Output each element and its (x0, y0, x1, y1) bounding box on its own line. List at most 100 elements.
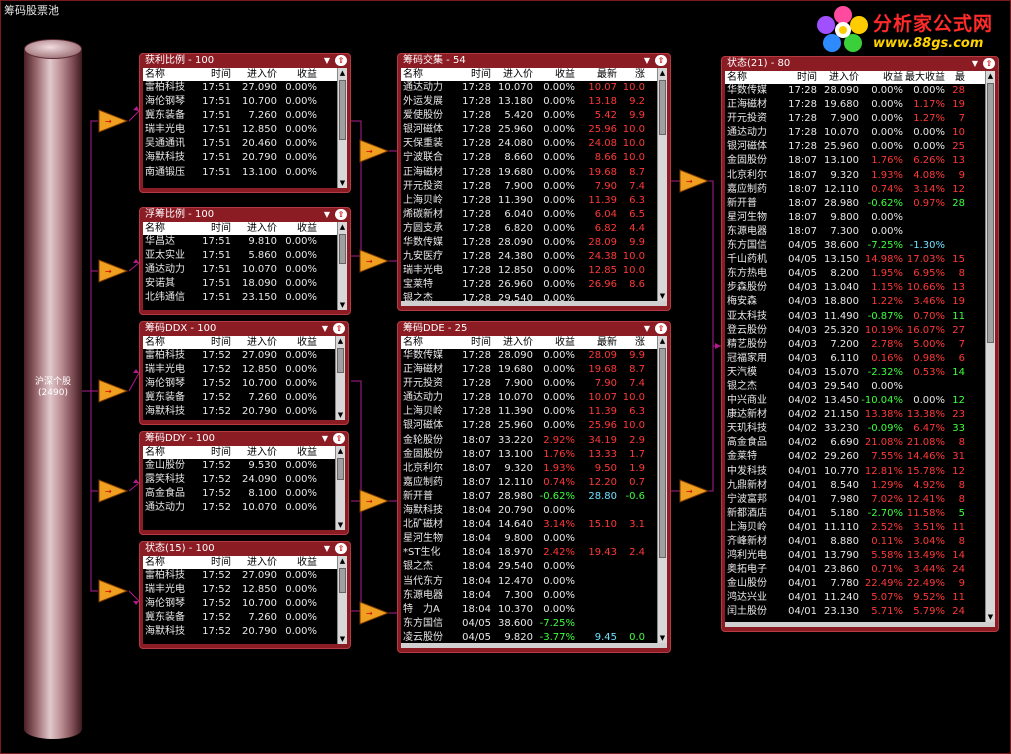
column-header[interactable]: 时间 (211, 557, 231, 568)
column-header[interactable]: 进入价 (247, 69, 277, 80)
table-row[interactable]: 当代东方 18:04 12.470 0.00% (401, 575, 657, 589)
table-row[interactable]: 东方国信 04/05 38.600 -7.25% (401, 617, 657, 631)
vertical-scrollbar[interactable]: ▲ ▼ (337, 556, 347, 644)
table-row[interactable]: 银河磁体 17:28 25.960 0.00% 0.00% 25 (725, 140, 985, 154)
column-header[interactable]: 时间 (797, 72, 817, 83)
vertical-scrollbar[interactable]: ▲ ▼ (657, 336, 667, 643)
table-row[interactable]: 天玑科技 04/02 33.230 -0.09% 6.47% 33 (725, 422, 985, 436)
scroll-down-icon[interactable]: ▼ (339, 635, 346, 643)
table-row[interactable]: 开元投资 17:28 7.900 0.00% 1.27% 7 (725, 112, 985, 126)
panel-chip-dde[interactable]: 筹码DDE - 25 ▼ ⇧ 名称 时间 进入价 收益 最新 涨华数传媒 17:28 28.090 0… (397, 321, 671, 653)
column-header[interactable]: 名称 (145, 69, 165, 80)
table-row[interactable]: 东方国信 04/05 38.600 -7.25% -1.30% (725, 239, 985, 253)
table-row[interactable]: 海默科技 17:52 20.790 0.00% (143, 625, 337, 639)
table-row[interactable]: 宁波联合 17:28 8.660 0.00% 8.66 10.0 (401, 151, 657, 165)
table-row[interactable]: 新都酒店 04/01 5.180 -2.70% 11.58% 5 (725, 507, 985, 521)
table-row[interactable]: 银之杰 17:28 29.540 0.00% (401, 292, 657, 306)
vertical-scrollbar[interactable]: ▲ ▼ (335, 446, 345, 530)
table-row[interactable]: 上海贝岭 17:28 11.390 0.00% 11.39 6.3 (401, 194, 657, 208)
panel-menu-icon[interactable]: ▼ (323, 210, 331, 219)
column-header[interactable]: 最大收益 (905, 72, 945, 83)
vertical-scrollbar[interactable]: ▲ ▼ (985, 71, 995, 622)
table-row[interactable]: 亚太实业 17:51 5.860 0.00% (143, 249, 337, 263)
table-row[interactable]: 金固股份 18:07 13.100 1.76% 13.33 1.7 (401, 448, 657, 462)
table-row[interactable]: 通达动力 17:51 10.070 0.00% (143, 263, 337, 277)
table-row[interactable]: 北纬通信 17:51 23.150 0.00% (143, 291, 337, 305)
table-row[interactable]: 露笑科技 17:52 24.090 0.00% (143, 473, 335, 487)
table-row[interactable]: 冀东装备 17:52 7.260 0.00% (143, 391, 335, 405)
panel-up-icon[interactable]: ⇧ (655, 323, 667, 334)
vertical-scrollbar[interactable]: ▲ ▼ (335, 336, 345, 420)
filter-arrow-icon[interactable]: → (98, 379, 128, 403)
table-row[interactable]: 九鼎新材 04/01 8.540 1.29% 4.92% 8 (725, 479, 985, 493)
table-row[interactable]: 通达动力 17:52 10.070 0.00% (143, 501, 335, 515)
table-row[interactable]: 宁波富邦 04/01 7.980 7.02% 12.41% 8 (725, 493, 985, 507)
table-row[interactable]: 凌云股份 04/05 9.820 -3.77% 9.45 0.0 (401, 631, 657, 645)
panel-chip-intersection[interactable]: 筹码交集 - 54 ▼ ⇧ 名称 时间 进入价 收益 最新 涨通达动力 17:28 10.070 0.… (397, 53, 671, 311)
vertical-scrollbar[interactable]: ▲ ▼ (657, 68, 667, 301)
table-row[interactable]: 东源电器 18:04 7.300 0.00% (401, 589, 657, 603)
table-row[interactable]: 开元投资 17:28 7.900 0.00% 7.90 7.4 (401, 377, 657, 391)
filter-arrow-icon[interactable]: → (359, 601, 389, 625)
table-row[interactable]: 北矿磁材 18:04 14.640 3.14% 15.10 3.1 (401, 518, 657, 532)
scroll-up-icon[interactable]: ▲ (339, 557, 346, 565)
column-header[interactable]: 收益 (555, 69, 575, 80)
table-row[interactable]: 天保重装 17:28 24.080 0.00% 24.08 10.0 (401, 137, 657, 151)
scroll-thumb[interactable] (339, 80, 346, 140)
table-row[interactable]: 九安医疗 17:28 24.380 0.00% 24.38 10.0 (401, 250, 657, 264)
table-row[interactable]: 鸿达兴业 04/01 11.240 5.07% 9.52% 11 (725, 591, 985, 605)
table-row[interactable]: 正海磁材 17:28 19.680 0.00% 19.68 8.7 (401, 166, 657, 180)
scroll-down-icon[interactable]: ▼ (337, 411, 344, 419)
horizontal-scrollbar[interactable] (725, 622, 995, 627)
table-row[interactable]: 上海贝岭 17:28 11.390 0.00% 11.39 6.3 (401, 405, 657, 419)
panel-menu-icon[interactable]: ▼ (321, 324, 329, 333)
panel-menu-icon[interactable]: ▼ (643, 324, 651, 333)
table-row[interactable]: 爱使股份 17:28 5.420 0.00% 5.42 9.9 (401, 109, 657, 123)
table-row[interactable]: 齐峰新材 04/01 8.880 0.11% 3.04% 8 (725, 535, 985, 549)
column-header[interactable]: 名称 (727, 72, 747, 83)
panel-profit-ratio[interactable]: 获利比例 - 100 ▼ ⇧ 名称 时间 进入价 收益 雷柏科技 17:51 27.090 0.00… (139, 53, 351, 193)
table-row[interactable]: *ST生化 18:04 18.970 2.42% 19.43 2.4 (401, 546, 657, 560)
scroll-down-icon[interactable]: ▼ (987, 613, 994, 621)
panel-float-ratio[interactable]: 浮筹比例 - 100 ▼ ⇧ 名称 时间 进入价 收益 华昌达 17:51 9.810 0.00% 亚… (139, 207, 351, 315)
column-header[interactable]: 时间 (211, 223, 231, 234)
table-row[interactable]: 南通锻压 17:51 13.100 0.00% (143, 166, 337, 180)
column-header[interactable]: 涨 (635, 337, 645, 348)
table-row[interactable]: 华数传媒 17:28 28.090 0.00% 0.00% 28 (725, 84, 985, 98)
filter-arrow-icon[interactable]: → (98, 109, 128, 133)
column-header[interactable]: 进入价 (247, 557, 277, 568)
table-row[interactable]: 新开普 18:07 28.980 -0.62% 0.97% 28 (725, 197, 985, 211)
table-row[interactable]: 冀东装备 17:51 7.260 0.00% (143, 109, 337, 123)
column-header[interactable]: 时间 (211, 447, 231, 458)
table-row[interactable]: 天汽模 04/03 15.070 -2.32% 0.53% 14 (725, 366, 985, 380)
column-header[interactable]: 时间 (471, 337, 491, 348)
table-row[interactable]: 通达动力 17:28 10.070 0.00% 10.07 10.0 (401, 391, 657, 405)
table-row[interactable]: 星河生物 18:07 9.800 0.00% (725, 211, 985, 225)
table-row[interactable]: 奥拓电子 04/01 23.860 0.71% 3.44% 24 (725, 563, 985, 577)
filter-arrow-icon[interactable]: → (98, 479, 128, 503)
table-row[interactable]: 瑞丰光电 17:28 12.850 0.00% 12.85 10.0 (401, 264, 657, 278)
scroll-thumb[interactable] (337, 348, 344, 373)
column-header[interactable]: 进入价 (247, 223, 277, 234)
scroll-thumb[interactable] (339, 234, 346, 264)
filter-arrow-icon[interactable]: → (98, 259, 128, 283)
filter-arrow-icon[interactable]: → (359, 489, 389, 513)
scroll-thumb[interactable] (659, 348, 666, 558)
table-row[interactable]: 银河磁体 17:28 25.960 0.00% 25.96 10.0 (401, 123, 657, 137)
table-row[interactable]: 闰土股份 04/01 23.130 5.71% 5.79% 24 (725, 605, 985, 619)
scroll-thumb[interactable] (659, 80, 666, 135)
column-header[interactable]: 名称 (145, 557, 165, 568)
panel-up-icon[interactable]: ⇧ (983, 58, 995, 69)
table-row[interactable]: 北京利尔 18:07 9.320 1.93% 9.50 1.9 (401, 462, 657, 476)
table-row[interactable]: 雷柏科技 17:51 27.090 0.00% (143, 81, 337, 95)
table-row[interactable]: 东源电器 18:07 7.300 0.00% (725, 225, 985, 239)
column-header[interactable]: 收益 (297, 223, 317, 234)
table-row[interactable]: 正海磁材 17:28 19.680 0.00% 19.68 8.7 (401, 363, 657, 377)
table-row[interactable]: 高金食品 17:52 8.100 0.00% (143, 487, 335, 501)
panel-up-icon[interactable]: ⇧ (655, 55, 667, 66)
table-row[interactable]: 嘉应制药 18:07 12.110 0.74% 3.14% 12 (725, 183, 985, 197)
panel-chip-ddy[interactable]: 筹码DDY - 100 ▼ ⇧ 名称 时间 进入价 收益 金山股份 17:52 9.530 0.00… (139, 431, 349, 535)
table-row[interactable]: 银河磁体 17:28 25.960 0.00% 25.96 10.0 (401, 419, 657, 433)
scroll-up-icon[interactable]: ▲ (339, 223, 346, 231)
table-row[interactable]: 雷柏科技 17:52 27.090 0.00% (143, 349, 335, 363)
